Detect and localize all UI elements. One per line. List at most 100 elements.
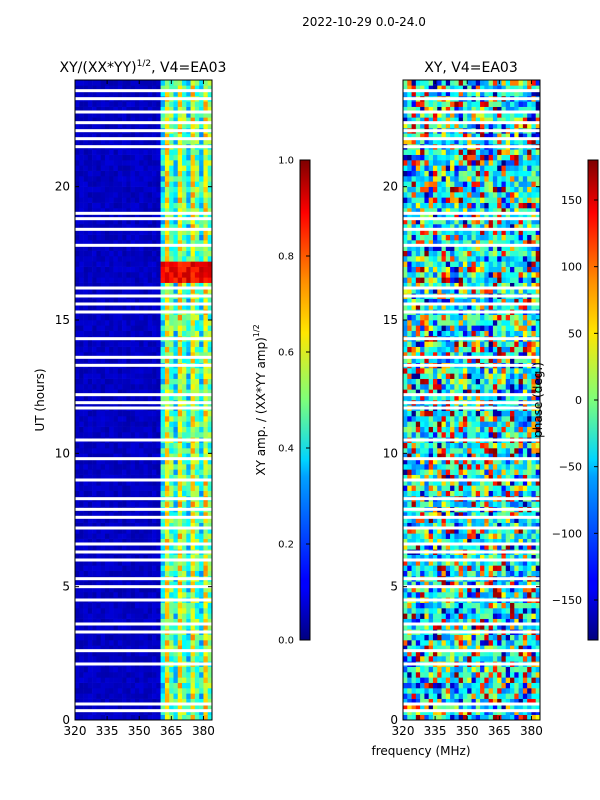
heatmap-cell [441, 666, 447, 673]
heatmap-cell [160, 266, 166, 273]
heatmap-cell [497, 704, 502, 710]
heatmap-cell [186, 154, 191, 161]
heatmap-cell [199, 592, 204, 598]
heatmap-cell [207, 154, 212, 161]
heatmap-cell [113, 592, 119, 598]
heatmap-cell [92, 682, 97, 689]
heatmap-cell [190, 192, 196, 198]
heatmap-cell [173, 432, 179, 438]
heatmap-cell [203, 384, 209, 390]
heatmap-cell [527, 544, 532, 550]
heatmap-cell [156, 389, 161, 395]
heatmap-cell [411, 624, 417, 630]
heatmap-cell [424, 618, 429, 625]
heatmap-cell [117, 229, 123, 235]
heatmap-cell [186, 544, 191, 550]
heatmap-cell [143, 245, 149, 251]
heatmap-cell [186, 410, 191, 417]
heatmap-cell [79, 554, 84, 561]
heatmap-cell [79, 650, 84, 657]
heatmap-cell [403, 608, 408, 614]
heatmap-cell [117, 560, 123, 566]
heatmap-cell [160, 106, 166, 113]
heatmap-cell [169, 213, 174, 219]
heatmap-cell [134, 634, 140, 641]
heatmap-cell [488, 624, 494, 630]
heatmap-cell [484, 704, 489, 710]
heatmap-cell [173, 304, 179, 310]
heatmap-cell [207, 170, 212, 177]
heatmap-cell [190, 650, 196, 657]
heatmap-cell [92, 693, 97, 699]
heatmap-cell [126, 165, 131, 171]
heatmap-cell [100, 373, 106, 379]
heatmap-cell [75, 714, 80, 720]
heatmap-cell [92, 261, 97, 267]
heatmap-cell [497, 565, 502, 571]
heatmap-cell [117, 165, 123, 171]
heatmap-cell [177, 373, 183, 379]
heatmap-cell [207, 453, 212, 459]
heatmap-cell [164, 160, 170, 166]
heatmap-cell [186, 682, 191, 689]
heatmap-cell [420, 682, 425, 689]
heatmap-cell [488, 613, 494, 619]
heatmap-cell [96, 165, 101, 171]
heatmap-cell [407, 698, 412, 705]
heatmap-cell [428, 544, 434, 550]
heatmap-cell [505, 672, 511, 678]
heatmap-cell [160, 378, 166, 385]
heatmap-cell [535, 650, 540, 657]
heatmap-cell [143, 213, 149, 219]
heatmap-cell [207, 432, 212, 438]
heatmap-cell [169, 330, 174, 337]
heatmap-cell [139, 197, 144, 203]
heatmap-cell [186, 581, 191, 587]
heatmap-cell [75, 277, 80, 283]
heatmap-cell [100, 101, 106, 107]
heatmap-cell [445, 592, 451, 598]
heatmap-cell [152, 240, 157, 246]
heatmap-cell [83, 624, 89, 630]
heatmap-cell [113, 106, 119, 113]
heatmap-cell [109, 645, 114, 651]
heatmap-cell [109, 485, 114, 491]
heatmap-cell [152, 186, 157, 193]
heatmap-cell [79, 90, 84, 97]
heatmap-cell [134, 256, 140, 262]
heatmap-cell [75, 592, 80, 598]
heatmap-cell [169, 368, 174, 374]
heatmap-cell [505, 634, 511, 641]
heatmap-cell [190, 133, 196, 139]
heatmap-cell [173, 544, 179, 550]
heatmap-cell [147, 693, 153, 699]
heatmap-cell [177, 112, 183, 118]
heatmap-cell [79, 325, 84, 331]
heatmap-cell [428, 634, 434, 641]
heatmap-cell [497, 602, 502, 609]
heatmap-cell [152, 501, 157, 507]
heatmap-cell [488, 592, 494, 598]
heatmap-cell [182, 250, 187, 257]
heatmap-cell [83, 389, 89, 395]
heatmap-cell [92, 250, 97, 257]
heatmap-cell [126, 394, 131, 401]
heatmap-cell [109, 528, 114, 534]
heatmap-cell [79, 624, 84, 630]
heatmap-cell [164, 298, 170, 305]
heatmap-cell [186, 202, 191, 209]
heatmap-cell [139, 608, 144, 614]
heatmap-cell [130, 634, 136, 641]
heatmap-cell [143, 352, 149, 358]
heatmap-cell [156, 490, 161, 497]
heatmap-cell [122, 592, 127, 598]
heatmap-cell [169, 613, 174, 619]
heatmap-cell [203, 464, 209, 470]
heatmap-cell [177, 85, 183, 91]
heatmap-cell [177, 533, 183, 539]
heatmap-cell [450, 640, 455, 646]
heatmap-cell [96, 394, 101, 401]
heatmap-cell [87, 522, 93, 529]
heatmap-cell [501, 704, 507, 710]
heatmap-cell [484, 565, 489, 571]
